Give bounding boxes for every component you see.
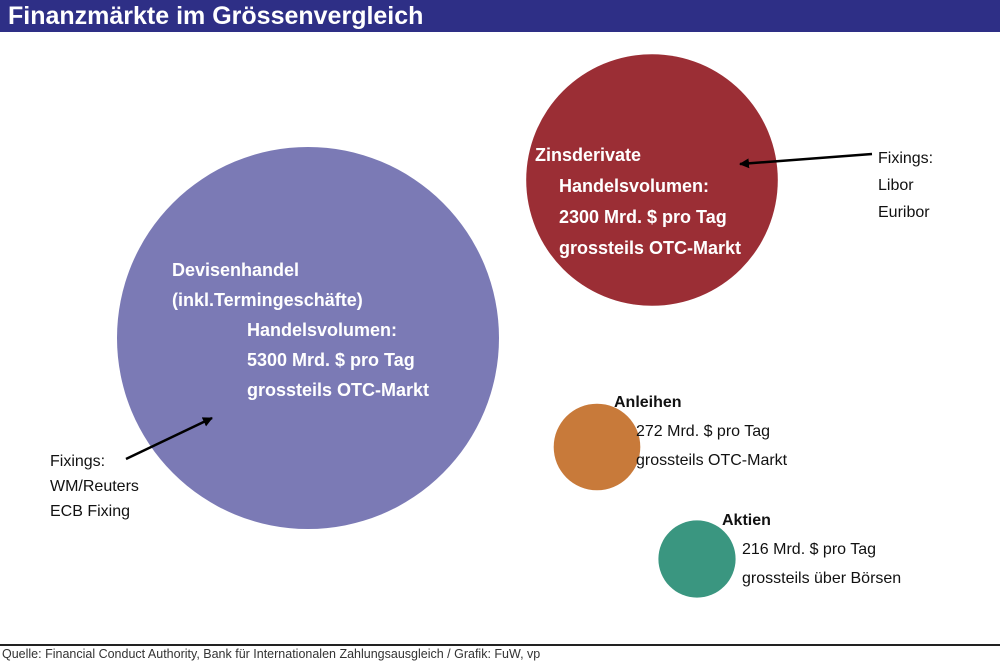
label-devisen-line-1: Devisenhandel bbox=[172, 260, 299, 280]
label-aktien-line-2: 216 Mrd. $ pro Tag bbox=[742, 541, 876, 558]
footer-divider bbox=[0, 644, 1000, 646]
bubble-devisen bbox=[117, 147, 499, 529]
label-aktien-line-3: grossteils über Börsen bbox=[742, 570, 901, 587]
annotation-zinsderivate-line-1: Fixings: bbox=[878, 150, 933, 167]
annotation-devisen-line-3: ECB Fixing bbox=[50, 503, 130, 520]
label-devisen-line-3: Handelsvolumen: bbox=[247, 320, 397, 340]
label-anleihen-line-1: Anleihen bbox=[614, 394, 682, 411]
annotation-zinsderivate-line-2: Libor bbox=[878, 177, 914, 194]
label-zinsderivate-line-1: Zinsderivate bbox=[535, 145, 641, 165]
bubble-anleihen bbox=[553, 403, 641, 491]
label-anleihen-line-3: grossteils OTC-Markt bbox=[636, 452, 788, 469]
label-anleihen-line-2: 272 Mrd. $ pro Tag bbox=[636, 423, 770, 440]
title-bar: Finanzmärkte im Grössenvergleich bbox=[0, 0, 1000, 32]
label-zinsderivate-line-4: grossteils OTC-Markt bbox=[559, 238, 741, 258]
annotation-zinsderivate-line-3: Euribor bbox=[878, 204, 930, 221]
annotations-layer: Fixings: WM/Reuters ECB Fixing Fixings: Libo… bbox=[50, 150, 933, 520]
bubble-chart: Devisenhandel (inkl.Termingeschäfte) Hande… bbox=[50, 54, 933, 598]
label-zinsderivate-line-3: 2300 Mrd. $ pro Tag bbox=[559, 207, 727, 227]
source-note: Quelle: Financial Conduct Authority, Ban… bbox=[2, 647, 541, 661]
label-devisen-line-5: grossteils OTC-Markt bbox=[247, 380, 429, 400]
label-zinsderivate-line-2: Handelsvolumen: bbox=[559, 176, 709, 196]
annotation-devisen-line-1: Fixings: bbox=[50, 453, 105, 470]
arrow-zinsderivate bbox=[739, 152, 873, 169]
chart-title: Finanzmärkte im Grössenvergleich bbox=[8, 2, 424, 30]
bubbles-layer bbox=[117, 54, 778, 598]
annotation-devisen-line-2: WM/Reuters bbox=[50, 478, 139, 495]
arrow-devisen bbox=[125, 416, 213, 461]
bubble-aktien bbox=[658, 520, 736, 598]
label-devisen-line-2: (inkl.Termingeschäfte) bbox=[172, 290, 363, 310]
bubble-zinsderivate bbox=[526, 54, 778, 306]
label-devisen-line-4: 5300 Mrd. $ pro Tag bbox=[247, 350, 415, 370]
labels-layer: Devisenhandel (inkl.Termingeschäfte) Hande… bbox=[172, 145, 901, 587]
label-aktien-line-1: Aktien bbox=[722, 512, 771, 529]
